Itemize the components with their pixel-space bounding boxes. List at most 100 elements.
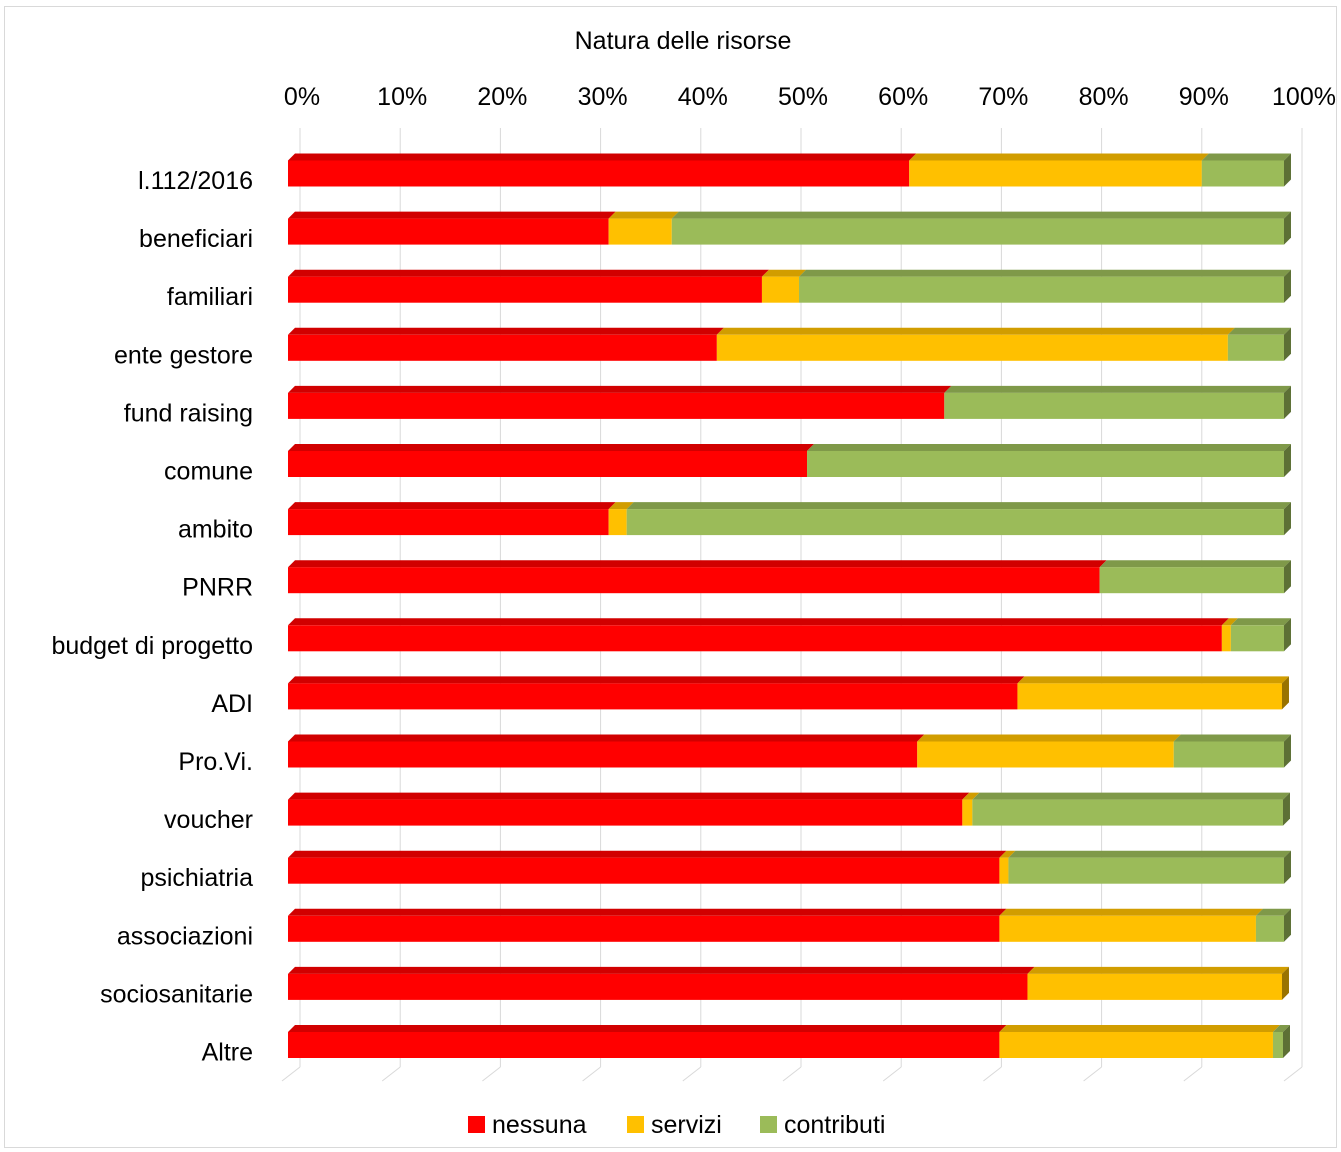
bar-top-face [608,502,634,510]
bar-segment-nessuna [288,792,970,826]
legend: nessuna servizi contributi [468,1111,885,1139]
x-tick-label: 20% [477,83,527,111]
legend-swatch [468,1116,485,1133]
bar-front-face [626,509,1284,536]
bar-front-face [288,218,609,245]
bar-front-face [288,915,1000,942]
bar-segment-nessuna [288,211,616,245]
category-label: budget di progetto [51,632,253,660]
bar-segment-servizi [761,269,807,303]
bar-segment-servizi [608,502,634,536]
gridline-floor [281,1066,301,1082]
bar-segment-nessuna [288,153,917,187]
bar-top-face [1173,734,1291,742]
bar-front-face [608,218,672,245]
bar-top-face [288,444,815,451]
bar-front-face [288,625,1222,652]
bar-side-face [1283,211,1291,245]
legend-label: contributi [784,1111,885,1139]
bar-top-face [1017,676,1289,684]
bars [288,153,1291,1058]
gridline-floor [983,1066,1002,1082]
bar-top-face [288,734,925,742]
bar-top-face [1272,1025,1290,1032]
x-tick-label: 60% [878,83,928,111]
bar-segment-contributi [1230,618,1291,652]
bar-segment-nessuna [288,850,1007,884]
bar-front-face [1201,160,1284,187]
category-label: associazioni [117,922,253,950]
bar-front-face [288,1032,1000,1058]
bar-segment-nessuna [288,676,1025,710]
bar-segment-contributi [799,269,1291,303]
bar-segment-servizi [716,327,1235,361]
bar-top-face [608,211,679,219]
legend-swatch [627,1116,644,1133]
category-label: sociosanitarie [100,980,253,1008]
bar-segment-nessuna [288,966,1035,1000]
bar-front-face [944,392,1284,419]
bar-top-face [288,618,1229,626]
bar-side-face [1283,502,1291,536]
bar-front-face [1230,625,1284,652]
category-label: fund raising [124,399,253,427]
bar-segment-servizi [909,153,1209,187]
x-tick-label: 30% [578,83,628,111]
chart-frame [4,6,1337,1148]
x-tick-label: 90% [1179,83,1229,111]
x-tick-label: 50% [778,83,828,111]
bar-top-face [288,676,1025,684]
bar-segment-contributi [1008,850,1291,884]
bar-top-face [1027,966,1289,974]
bar-front-face [288,509,609,536]
category-label: beneficiari [139,225,253,253]
bar-segment-nessuna [288,1025,1007,1058]
gridline-floor [1283,1066,1303,1082]
bar-front-face [671,218,1284,245]
bar-top-face [999,1025,1280,1032]
x-tick-label: 80% [1079,83,1129,111]
bar-front-face [288,276,762,303]
bar-front-face [288,799,963,826]
category-label: ente gestore [114,341,253,369]
gridline-floor [682,1066,702,1082]
gridline-floor [482,1066,501,1082]
x-axis-ticks: 0% 10% 20% 30% 40% 50% 60% 70% 80% 90% 100% [284,83,1336,111]
bar-front-face [288,567,1100,594]
bar-top-face [288,560,1107,568]
bar-side-face [1282,792,1290,826]
bar-segment-contributi [1255,908,1291,942]
chart-title: Natura delle risorse [575,27,792,55]
bar-top-face [1221,618,1238,626]
bar-segment-servizi [608,211,679,245]
bar-front-face [1008,857,1284,884]
bar-top-face [807,444,1291,451]
bar-front-face [999,915,1256,942]
gridline-floor [882,1066,902,1082]
bar-top-face [288,211,616,219]
category-label: familiari [167,283,253,311]
bar-segment-nessuna [288,502,616,536]
legend-swatch [760,1116,777,1133]
bar-front-face [1173,741,1284,768]
bar-top-face [1230,618,1291,626]
bar-top-face [944,385,1291,393]
category-label: comune [164,458,253,486]
category-label: PNRR [182,574,253,602]
x-tick-label: 100% [1272,83,1336,111]
x-tick-label: 70% [978,83,1028,111]
legend-label: servizi [651,1111,722,1139]
bar-front-face [288,451,808,477]
bar-front-face [962,799,973,826]
bar-segment-contributi [1227,327,1291,361]
bar-segment-contributi [944,385,1291,419]
bar-top-face [288,153,917,161]
bar-top-face [962,792,980,800]
bar-segment-nessuna [288,734,925,768]
bar-segment-servizi [962,792,980,826]
category-label: Altre [202,1039,253,1067]
bar-side-face [1281,966,1289,1000]
bar-front-face [999,1032,1273,1058]
bar-side-face [1283,444,1291,477]
